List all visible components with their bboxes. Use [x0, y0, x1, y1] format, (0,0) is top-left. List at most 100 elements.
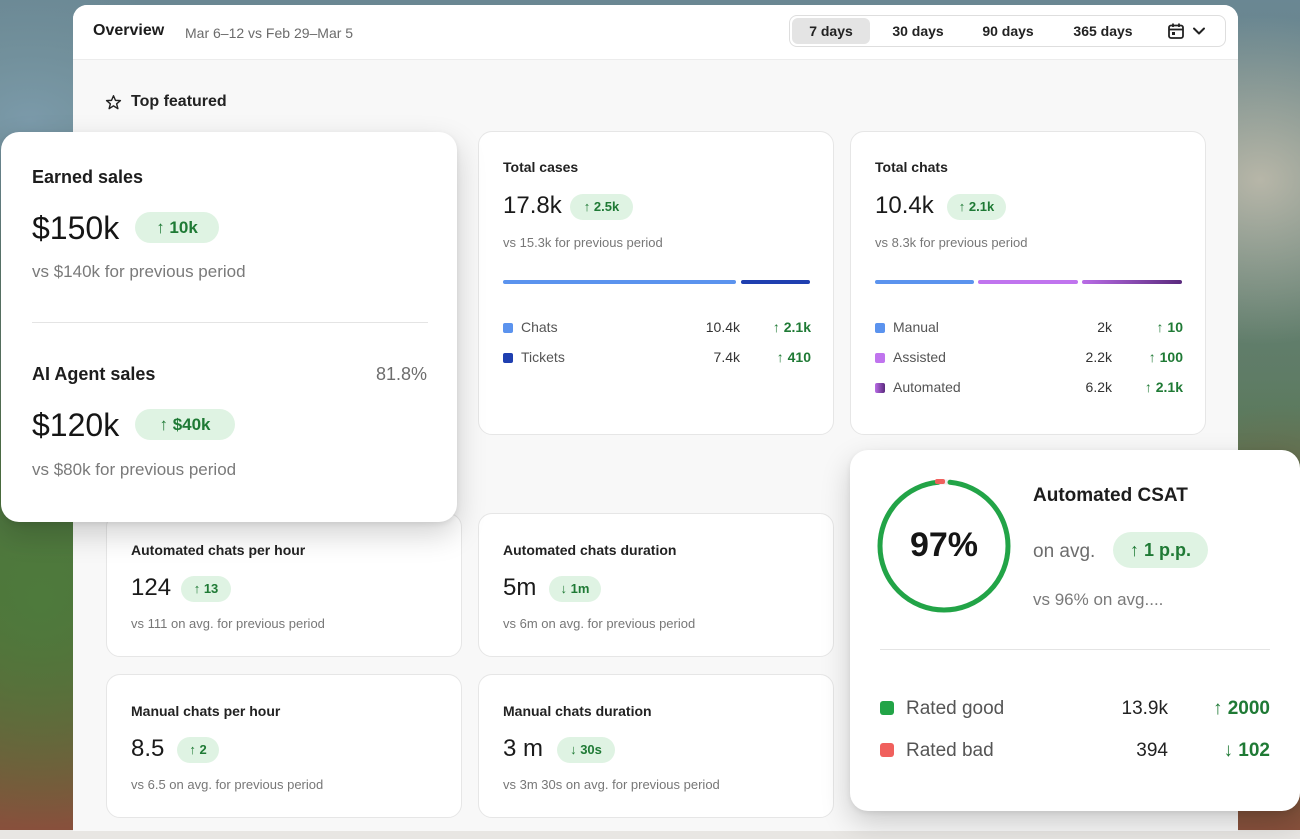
rating-name: Rated good	[906, 698, 1005, 719]
change-badge: ↑ 2	[177, 737, 219, 763]
calendar-icon[interactable]	[1167, 22, 1185, 45]
legend-value: 7.4k	[713, 349, 740, 365]
legend-row: Chats 10.4k ↑ 2.1k	[503, 318, 811, 338]
automated-bar	[1082, 280, 1182, 284]
date-range-label: Mar 6–12 vs Feb 29–Mar 5	[185, 25, 354, 41]
automated-swatch	[875, 383, 885, 393]
assisted-bar	[978, 280, 1078, 284]
share-value: 81.8%	[375, 364, 427, 384]
legend-value: 2.2k	[1085, 349, 1112, 365]
change-badge: ↑ 13	[181, 576, 231, 602]
legend-name: Manual	[893, 319, 939, 335]
section-header: Top featured	[105, 93, 227, 111]
card-title: Automated chats per hour	[131, 542, 306, 558]
legend-change: ↑ 410	[776, 349, 811, 365]
metric-value: $150k	[32, 210, 120, 246]
divider	[32, 322, 428, 323]
comparison-text: vs 6.5 on avg. for previous period	[131, 777, 324, 792]
metric-value: 10.4k	[875, 192, 934, 219]
legend-value: 2k	[1097, 319, 1112, 335]
csat-card[interactable]: 97% Automated CSAT on avg. ↑ 1 p.p. vs 9…	[850, 450, 1300, 811]
comparison-text: vs 96% on avg....	[1033, 590, 1164, 609]
header-bar: Overview Mar 6–12 vs Feb 29–Mar 5 7 days…	[73, 5, 1238, 60]
card-title: Total chats	[875, 159, 948, 175]
section-title: Top featured	[131, 93, 227, 110]
csat-percent: 97%	[909, 526, 979, 564]
legend-row: Tickets 7.4k ↑ 410	[503, 348, 811, 368]
rating-row: Rated good 13.9k ↑ 2000	[880, 697, 1270, 721]
change-badge: ↑ 10k	[135, 212, 219, 243]
comparison-text: vs 15.3k for previous period	[503, 235, 663, 250]
good-swatch	[880, 701, 894, 715]
change-badge: ↑ 2.5k	[570, 194, 633, 220]
manual-per-hour-card[interactable]: Manual chats per hour 8.5 ↑ 2 vs 6.5 on …	[106, 674, 462, 818]
legend-row: Manual 2k ↑ 10	[875, 318, 1183, 338]
change-badge: ↑ 1 p.p.	[1113, 532, 1208, 568]
legend-change: ↑ 10	[1156, 319, 1183, 335]
star-icon	[105, 94, 122, 116]
csat-ring	[877, 479, 1011, 613]
comparison-text: vs $140k for previous period	[32, 262, 246, 281]
card-title: Total cases	[503, 159, 579, 175]
chats-bar	[503, 280, 736, 284]
change-badge: ↑ $40k	[135, 409, 235, 440]
automated-per-hour-card[interactable]: Automated chats per hour 124 ↑ 13 vs 111…	[106, 513, 462, 657]
change-badge: ↑ 2.1k	[947, 194, 1006, 220]
divider	[880, 649, 1270, 650]
rating-value: 13.9k	[1121, 698, 1168, 719]
comparison-text: vs 8.3k for previous period	[875, 235, 1028, 250]
card-title: Automated chats duration	[503, 542, 677, 558]
card-title: Automated CSAT	[1033, 485, 1188, 506]
legend-value: 6.2k	[1085, 379, 1112, 395]
metric-value: 8.5	[131, 735, 165, 762]
rating-name: Rated bad	[906, 740, 994, 761]
rating-change: ↓ 102	[1223, 740, 1270, 761]
avg-label: on avg.	[1033, 541, 1096, 562]
chevron-down-icon[interactable]	[1192, 24, 1206, 43]
comparison-text: vs $80k for previous period	[32, 460, 237, 479]
legend-row: Assisted 2.2k ↑ 100	[875, 348, 1183, 368]
legend-change: ↑ 2.1k	[1144, 379, 1183, 395]
card-title: Manual chats per hour	[131, 703, 281, 719]
legend-name: Chats	[521, 319, 558, 335]
legend-name: Tickets	[521, 349, 565, 365]
rating-value: 394	[1136, 740, 1168, 761]
card-title: AI Agent sales	[32, 364, 156, 384]
bad-swatch	[880, 743, 894, 757]
metric-value: 3 m	[503, 735, 544, 762]
comparison-text: vs 6m on avg. for previous period	[503, 616, 696, 631]
range-90-days[interactable]: 90 days	[982, 23, 1034, 39]
total-chats-card[interactable]: Total chats 10.4k ↑ 2.1k vs 8.3k for pre…	[850, 131, 1206, 435]
comparison-text: vs 111 on avg. for previous period	[131, 616, 325, 631]
metric-value: 17.8k	[503, 192, 562, 219]
assisted-swatch	[875, 353, 885, 363]
automated-duration-card[interactable]: Automated chats duration 5m ↓ 1m vs 6m o…	[478, 513, 834, 657]
legend-change: ↑ 2.1k	[772, 319, 811, 335]
card-title: Earned sales	[32, 167, 144, 187]
range-30-days[interactable]: 30 days	[892, 23, 944, 39]
earned-sales-card[interactable]: Earned sales $150k ↑ 10k vs $140k for pr…	[1, 132, 457, 522]
legend-value: 10.4k	[705, 319, 740, 335]
comparison-text: vs 3m 30s on avg. for previous period	[503, 777, 720, 792]
rating-row: Rated bad 394 ↓ 102	[880, 739, 1270, 763]
bottom-strip	[0, 830, 1300, 839]
card-title: Manual chats duration	[503, 703, 652, 719]
tickets-bar	[741, 280, 810, 284]
chats-swatch	[503, 323, 513, 333]
change-badge: ↓ 1m	[549, 576, 601, 602]
page-title: Overview	[93, 22, 165, 39]
range-365-days[interactable]: 365 days	[1073, 23, 1133, 39]
legend-change: ↑ 100	[1148, 349, 1183, 365]
change-badge: ↓ 30s	[557, 737, 615, 763]
metric-value: $120k	[32, 407, 120, 443]
range-selector: 7 days 30 days 90 days 365 days	[789, 15, 1226, 47]
range-7-days[interactable]: 7 days	[792, 18, 870, 44]
metric-value: 124	[131, 574, 172, 601]
legend-name: Automated	[893, 379, 961, 395]
legend-row: Automated 6.2k ↑ 2.1k	[875, 378, 1183, 398]
manual-bar	[875, 280, 974, 284]
manual-swatch	[875, 323, 885, 333]
total-cases-card[interactable]: Total cases 17.8k ↑ 2.5k vs 15.3k for pr…	[478, 131, 834, 435]
manual-duration-card[interactable]: Manual chats duration 3 m ↓ 30s vs 3m 30…	[478, 674, 834, 818]
rating-change: ↑ 2000	[1212, 698, 1270, 719]
